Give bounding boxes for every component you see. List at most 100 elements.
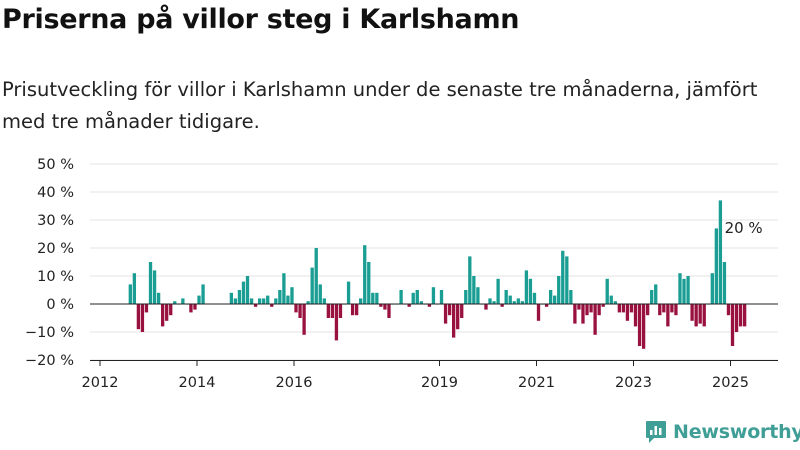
bar	[387, 304, 391, 318]
bar	[678, 273, 682, 304]
bar	[641, 304, 646, 349]
newsworthy-logo-icon	[646, 421, 666, 443]
bar	[326, 304, 331, 318]
bar	[439, 290, 444, 304]
bar	[367, 262, 371, 304]
brand: Newsworthy	[645, 420, 800, 444]
bar	[629, 304, 634, 313]
grid-lines	[90, 163, 778, 361]
y-tick-label: −10 %	[25, 325, 74, 341]
bar	[419, 301, 423, 304]
bar	[674, 304, 678, 316]
bar	[189, 304, 193, 313]
bar	[249, 298, 254, 304]
bar	[710, 273, 714, 304]
bar	[690, 304, 694, 321]
bar	[476, 287, 480, 304]
bar	[407, 304, 411, 307]
bar	[553, 295, 557, 304]
bar	[601, 304, 605, 307]
bar	[350, 304, 355, 316]
x-tick-label: 2012	[82, 375, 119, 391]
bar	[520, 301, 525, 304]
bar	[658, 304, 662, 316]
bar	[431, 287, 436, 304]
bar	[237, 290, 242, 304]
bar	[278, 290, 282, 304]
bar	[148, 262, 153, 304]
y-tick-label: 20 %	[37, 241, 74, 257]
bar	[338, 304, 343, 318]
bar	[201, 284, 205, 304]
bar	[193, 304, 197, 310]
bar	[379, 304, 383, 307]
bar	[726, 304, 731, 316]
bar	[662, 304, 666, 313]
bar	[734, 304, 739, 332]
bars	[128, 200, 747, 349]
bar	[144, 304, 149, 313]
bar	[282, 273, 286, 304]
bar	[536, 304, 541, 321]
bar	[197, 295, 201, 304]
bar	[718, 200, 723, 304]
bar	[714, 228, 719, 304]
x-tick-label: 2019	[421, 375, 458, 391]
y-tick-label: 0 %	[46, 297, 74, 313]
bar	[399, 290, 403, 304]
bar	[383, 304, 387, 310]
bar	[573, 304, 577, 324]
bar	[447, 304, 452, 316]
bar	[294, 304, 298, 313]
bar	[524, 270, 529, 304]
bar	[528, 278, 533, 304]
bar	[504, 290, 508, 304]
bar	[742, 304, 747, 327]
bar	[621, 304, 626, 313]
bar	[132, 273, 137, 304]
bar	[472, 276, 476, 304]
bar	[128, 284, 132, 304]
bar	[516, 298, 520, 304]
bar	[286, 295, 290, 304]
y-axis-labels: 50 % 40 % 30 % 20 % 10 % 0 % −10 % −20 %	[25, 157, 74, 369]
bar	[654, 284, 658, 304]
brand-name: Newsworthy	[673, 421, 800, 443]
bar	[738, 304, 743, 327]
x-tick-label: 2014	[179, 375, 216, 391]
bar	[686, 276, 690, 304]
bar	[306, 301, 310, 304]
bar	[565, 256, 569, 304]
bar	[310, 267, 314, 304]
bar	[443, 304, 448, 324]
bar	[500, 304, 504, 307]
bar	[334, 304, 339, 341]
bar	[456, 304, 460, 330]
bar	[181, 298, 185, 304]
bar	[597, 304, 601, 316]
bar	[229, 292, 234, 304]
y-tick-label: 50 %	[37, 157, 74, 173]
bar	[411, 292, 415, 304]
bar	[346, 281, 351, 304]
bar	[617, 304, 622, 313]
bar	[682, 278, 686, 304]
bar	[415, 290, 419, 304]
bar	[702, 304, 706, 327]
bar	[169, 304, 173, 316]
bar	[257, 298, 262, 304]
bar	[302, 304, 306, 335]
chart-subtitle: Prisutveckling för villor i Karlshamn un…	[2, 78, 758, 133]
bar	[609, 295, 613, 304]
bar	[322, 298, 326, 304]
bar	[375, 292, 379, 304]
bar	[363, 245, 367, 304]
bar	[165, 304, 169, 321]
bar	[262, 298, 266, 304]
bar	[136, 304, 141, 330]
bar	[464, 290, 468, 304]
bar	[298, 304, 302, 318]
bar	[577, 304, 581, 310]
bar	[508, 295, 512, 304]
